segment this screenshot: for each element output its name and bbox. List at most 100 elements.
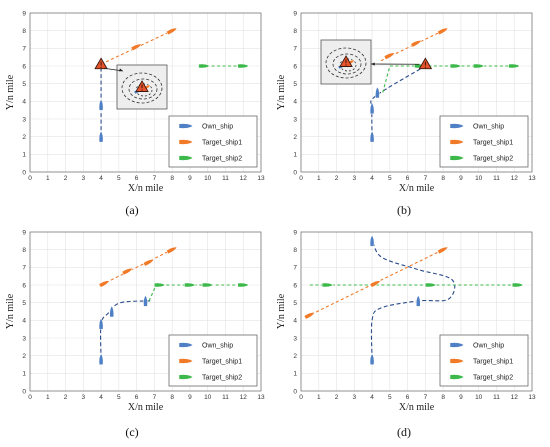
plot-frame xyxy=(300,12,533,173)
legend-swatch xyxy=(178,123,194,129)
y-tick-label: 2 xyxy=(22,134,26,141)
x-tick-label: 0 xyxy=(28,175,32,182)
x-tick-label: 1 xyxy=(317,175,321,182)
path-target-ship2 xyxy=(148,284,247,302)
legend-item: Own_ship xyxy=(178,342,233,350)
ship-target-ship1 xyxy=(437,246,449,255)
y-tick-label: 0 xyxy=(22,169,26,176)
x-tick-label: 8 xyxy=(170,175,174,182)
y-tick-label: 1 xyxy=(293,371,297,378)
legend-label: Own_ship xyxy=(202,124,233,131)
legend-swatch xyxy=(178,139,194,145)
x-axis-label: X/n mile xyxy=(128,402,164,413)
y-tick-label: 6 xyxy=(293,282,297,289)
x-tick-label: 3 xyxy=(352,175,356,182)
y-tick-label: 2 xyxy=(22,353,26,360)
y-tick-label: 7 xyxy=(293,46,297,53)
x-tick-label: 10 xyxy=(204,394,212,401)
x-tick-label: 8 xyxy=(170,394,174,401)
x-tick-label: 4 xyxy=(370,175,374,182)
legend-item: Target_ship1 xyxy=(449,139,513,147)
legend-item: Own_ship xyxy=(449,123,504,131)
x-tick-label: 2 xyxy=(64,175,68,182)
y-tick-label: 7 xyxy=(22,265,26,272)
ship-own-ship xyxy=(98,317,104,330)
ship-own-ship xyxy=(369,353,375,365)
y-tick-label: 2 xyxy=(293,353,297,360)
y-axis-label: Y/n mile xyxy=(276,74,287,110)
inset-connector-arrowhead xyxy=(119,68,123,72)
y-tick-label: 8 xyxy=(22,247,26,254)
warning-mark-dot xyxy=(141,89,143,91)
legend-item: Target_ship1 xyxy=(449,358,513,366)
legend: Own_ship Target_ship1 Target_ship2 xyxy=(168,115,258,168)
legend: Own_ship Target_ship1 Target_ship2 xyxy=(439,334,529,387)
y-tick-label: 8 xyxy=(22,28,26,35)
ship-own-ship xyxy=(369,130,375,143)
ship-own-ship xyxy=(369,234,375,247)
y-axis-label: Y/n mile xyxy=(276,293,287,329)
y-tick-label: 2 xyxy=(293,134,297,141)
ship-target-ship1 xyxy=(410,40,422,48)
y-tick-label: 1 xyxy=(293,152,297,159)
ship-own-ship xyxy=(415,294,421,307)
legend-item: Own_ship xyxy=(178,123,233,131)
ship-target-ship2 xyxy=(237,282,250,288)
legend-item: Target_ship1 xyxy=(178,358,242,366)
x-tick-label: 6 xyxy=(406,394,410,401)
x-tick-label: 7 xyxy=(153,175,157,182)
x-tick-label: 2 xyxy=(335,175,339,182)
x-tick-label: 12 xyxy=(511,175,519,182)
ship-own-ship xyxy=(98,130,104,143)
y-tick-label: 9 xyxy=(22,10,26,17)
legend-swatch xyxy=(449,123,465,129)
ship-target-ship2 xyxy=(201,282,214,288)
x-tick-label: 2 xyxy=(64,394,68,401)
legend-item: Target_ship2 xyxy=(449,155,513,163)
y-tick-label: 3 xyxy=(22,335,26,342)
panel-caption: (a) xyxy=(125,203,138,217)
x-tick-label: 5 xyxy=(117,394,121,401)
ship-target-ship2 xyxy=(512,282,524,288)
x-tick-label: 9 xyxy=(188,175,192,182)
legend-label: Own_ship xyxy=(202,343,233,350)
x-tick-label: 11 xyxy=(493,394,500,401)
y-tick-label: 8 xyxy=(293,28,297,35)
ship-target-ship2 xyxy=(237,63,250,69)
x-tick-label: 5 xyxy=(117,175,121,182)
x-tick-label: 6 xyxy=(135,175,139,182)
panel-caption: (b) xyxy=(397,203,411,217)
ship-target-ship1 xyxy=(437,27,449,36)
ship-target-ship1 xyxy=(303,312,316,320)
y-tick-label: 6 xyxy=(293,63,297,70)
legend-swatch xyxy=(449,139,465,145)
ship-own-ship xyxy=(369,102,375,115)
x-tick-label: 0 xyxy=(28,394,32,401)
legend-swatch xyxy=(449,155,465,161)
ship-target-ship2 xyxy=(153,282,166,288)
y-axis-label: Y/n mile xyxy=(5,74,16,110)
x-tick-label: 5 xyxy=(388,175,392,182)
x-tick-label: 7 xyxy=(153,394,157,401)
x-tick-label: 2 xyxy=(335,394,339,401)
legend-item: Target_ship2 xyxy=(449,374,513,382)
warning-mark-dot xyxy=(424,66,426,68)
y-tick-label: 0 xyxy=(22,388,26,395)
legend-label: Target_ship2 xyxy=(473,375,513,382)
x-tick-label: 6 xyxy=(406,175,410,182)
legend-swatch xyxy=(178,342,194,348)
ship-own-ship xyxy=(109,305,115,318)
ship-target-ship1 xyxy=(130,43,142,52)
ship-own-ship xyxy=(98,98,104,111)
y-tick-label: 9 xyxy=(22,229,26,236)
x-tick-label: 12 xyxy=(511,394,519,401)
legend-label: Target_ship2 xyxy=(473,156,513,163)
y-tick-label: 5 xyxy=(22,81,26,88)
x-axis-label: X/n mile xyxy=(399,402,435,413)
inset-zoom xyxy=(116,64,168,110)
legend-label: Own_ship xyxy=(473,124,504,131)
legend-swatch xyxy=(178,155,194,161)
x-tick-label: 13 xyxy=(257,175,265,182)
legend-swatch xyxy=(178,358,194,364)
